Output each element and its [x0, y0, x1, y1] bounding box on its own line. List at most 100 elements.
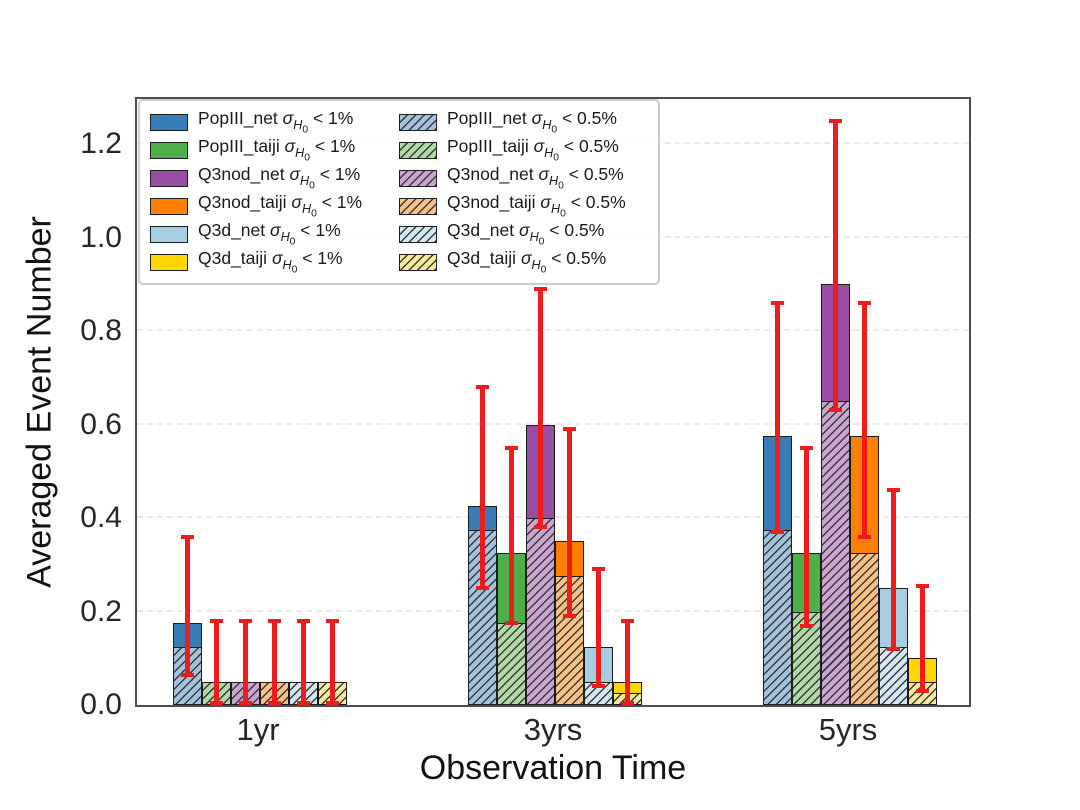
- error-cap-Q3d_net-5yrs: [887, 487, 900, 492]
- error-cap-Q3nod_taiji-1yr: [268, 701, 281, 705]
- legend-label: Q3nod_net σH0 < 0.5%: [447, 164, 624, 192]
- legend-swatch-solid: [150, 225, 188, 243]
- legend-swatch-solid: [150, 253, 188, 271]
- legend-label: PopIII_taiji σH0 < 0.5%: [447, 136, 619, 164]
- legend-entry-Q3d_net-1%: Q3d_net σH0 < 1%: [150, 220, 399, 248]
- error-cap-Q3d_taiji-1yr: [326, 618, 339, 623]
- error-cap-Q3nod_net-5yrs: [829, 408, 842, 413]
- error-cap-Q3nod_taiji-3yrs: [563, 427, 576, 432]
- error-cap-Q3d_net-3yrs: [592, 684, 605, 689]
- error-cap-Q3d_net-1yr: [297, 618, 310, 623]
- error-bar-PopIII_net-1yr: [185, 536, 190, 675]
- legend-label: Q3nod_taiji σH0 < 0.5%: [447, 192, 626, 220]
- error-bar-PopIII_net-3yrs: [480, 387, 485, 589]
- x-tick-label: 5yrs: [818, 712, 878, 747]
- y-tick-label: 0.4: [80, 501, 122, 534]
- error-cap-PopIII_taiji-1yr: [210, 701, 223, 705]
- error-cap-Q3nod_taiji-3yrs: [563, 614, 576, 619]
- bar-hatched-Q3nod_taiji-5yrs: [850, 553, 879, 705]
- error-cap-PopIII_taiji-3yrs: [505, 445, 518, 450]
- error-bar-Q3nod_taiji-3yrs: [567, 429, 572, 617]
- x-tick-label: 1yr: [236, 712, 280, 747]
- legend-entry-Q3d_taiji-0.5%: Q3d_taiji σH0 < 0.5%: [399, 248, 648, 276]
- bar-hatched-Q3nod_net-3yrs: [526, 518, 555, 705]
- bar-hatched-Q3nod_net-5yrs: [821, 401, 850, 705]
- error-cap-PopIII_taiji-1yr: [210, 618, 223, 623]
- error-cap-PopIII_net-1yr: [181, 672, 194, 677]
- error-bar-PopIII_net-5yrs: [775, 302, 780, 533]
- x-axis-label: Observation Time: [419, 749, 687, 787]
- error-cap-Q3d_taiji-5yrs: [916, 688, 929, 693]
- error-cap-Q3nod_net-1yr: [239, 701, 252, 705]
- error-cap-PopIII_net-5yrs: [771, 300, 784, 305]
- error-bar-Q3d_net-5yrs: [891, 489, 896, 649]
- y-tick-label: 1.2: [80, 127, 122, 160]
- y-tick-label: 0.8: [80, 314, 122, 347]
- legend-entry-Q3nod_net-1%: Q3nod_net σH0 < 1%: [150, 164, 399, 192]
- legend-label: PopIII_taiji σH0 < 1%: [198, 136, 356, 164]
- error-cap-Q3nod_net-3yrs: [534, 286, 547, 291]
- y-tick-label: 0.6: [80, 407, 122, 441]
- error-cap-Q3nod_taiji-1yr: [268, 618, 281, 623]
- error-bar-Q3d_taiji-1yr: [330, 620, 335, 705]
- legend-entry-PopIII_net-1%: PopIII_net σH0 < 1%: [150, 108, 399, 136]
- error-cap-PopIII_taiji-5yrs: [800, 623, 813, 628]
- gridline: [137, 422, 969, 425]
- error-cap-PopIII_net-3yrs: [476, 586, 489, 591]
- legend-label: PopIII_net σH0 < 0.5%: [447, 108, 617, 136]
- legend-swatch-hatched: [399, 169, 437, 187]
- error-cap-Q3nod_net-5yrs: [829, 118, 842, 123]
- legend-entry-PopIII_taiji-0.5%: PopIII_taiji σH0 < 0.5%: [399, 136, 648, 164]
- legend-swatch-hatched: [399, 141, 437, 159]
- error-bar-Q3d_taiji-5yrs: [920, 585, 925, 691]
- legend-entry-PopIII_net-0.5%: PopIII_net σH0 < 0.5%: [399, 108, 648, 136]
- legend-swatch-hatched: [399, 113, 437, 131]
- legend-entry-Q3d_taiji-1%: Q3d_taiji σH0 < 1%: [150, 248, 399, 276]
- error-cap-Q3d_taiji-3yrs: [621, 618, 634, 623]
- y-tick-label: 0.2: [80, 594, 122, 628]
- bar-hatched-PopIII_taiji-3yrs: [497, 623, 526, 705]
- legend-label: Q3d_taiji σH0 < 1%: [198, 248, 343, 276]
- error-bar-Q3d_net-1yr: [301, 620, 306, 705]
- error-bar-PopIII_taiji-3yrs: [509, 447, 514, 624]
- legend-swatch-hatched: [399, 253, 437, 271]
- legend-entry-Q3nod_taiji-1%: Q3nod_taiji σH0 < 1%: [150, 192, 399, 220]
- error-cap-PopIII_net-1yr: [181, 534, 194, 539]
- legend-entry-PopIII_taiji-1%: PopIII_taiji σH0 < 1%: [150, 136, 399, 164]
- legend-label: Q3d_net σH0 < 1%: [198, 220, 341, 248]
- error-cap-Q3nod_net-3yrs: [534, 525, 547, 530]
- error-cap-Q3d_taiji-1yr: [326, 701, 339, 705]
- y-tick-label: 0.0: [80, 688, 122, 721]
- error-bar-PopIII_taiji-5yrs: [804, 447, 809, 626]
- error-bar-PopIII_taiji-1yr: [214, 620, 219, 705]
- error-bar-Q3nod_net-5yrs: [833, 120, 838, 411]
- error-cap-PopIII_taiji-3yrs: [505, 621, 518, 626]
- legend-label: Q3d_taiji σH0 < 0.5%: [447, 248, 607, 276]
- error-bar-Q3d_net-3yrs: [596, 569, 601, 687]
- gridline: [137, 329, 969, 331]
- error-bar-Q3nod_taiji-5yrs: [862, 302, 867, 537]
- legend-label: Q3nod_net σH0 < 1%: [198, 164, 361, 192]
- bar-hatched-PopIII_net-5yrs: [763, 529, 792, 705]
- error-cap-Q3d_net-1yr: [297, 701, 310, 705]
- error-cap-PopIII_taiji-5yrs: [800, 445, 813, 450]
- legend-label: Q3d_net σH0 < 0.5%: [447, 220, 605, 248]
- legend-label: PopIII_net σH0 < 1%: [198, 108, 354, 136]
- legend-label: Q3nod_taiji σH0 < 1%: [198, 192, 363, 220]
- legend-swatch-hatched: [399, 197, 437, 215]
- legend-swatch-solid: [150, 113, 188, 131]
- error-bar-Q3nod_net-1yr: [243, 620, 248, 705]
- legend-swatch-solid: [150, 141, 188, 159]
- legend-entry-Q3nod_taiji-0.5%: Q3nod_taiji σH0 < 0.5%: [399, 192, 648, 220]
- bar-hatched-Q3d_net-5yrs: [879, 646, 908, 705]
- error-cap-Q3d_taiji-5yrs: [916, 583, 929, 588]
- legend-swatch-solid: [150, 197, 188, 215]
- legend-entry-Q3d_net-0.5%: Q3d_net σH0 < 0.5%: [399, 220, 648, 248]
- error-cap-PopIII_net-3yrs: [476, 385, 489, 390]
- error-bar-Q3nod_taiji-1yr: [272, 620, 277, 705]
- legend-entry-Q3nod_net-0.5%: Q3nod_net σH0 < 0.5%: [399, 164, 648, 192]
- legend-swatch-solid: [150, 169, 188, 187]
- legend-swatch-hatched: [399, 225, 437, 243]
- error-cap-Q3nod_taiji-5yrs: [858, 300, 871, 305]
